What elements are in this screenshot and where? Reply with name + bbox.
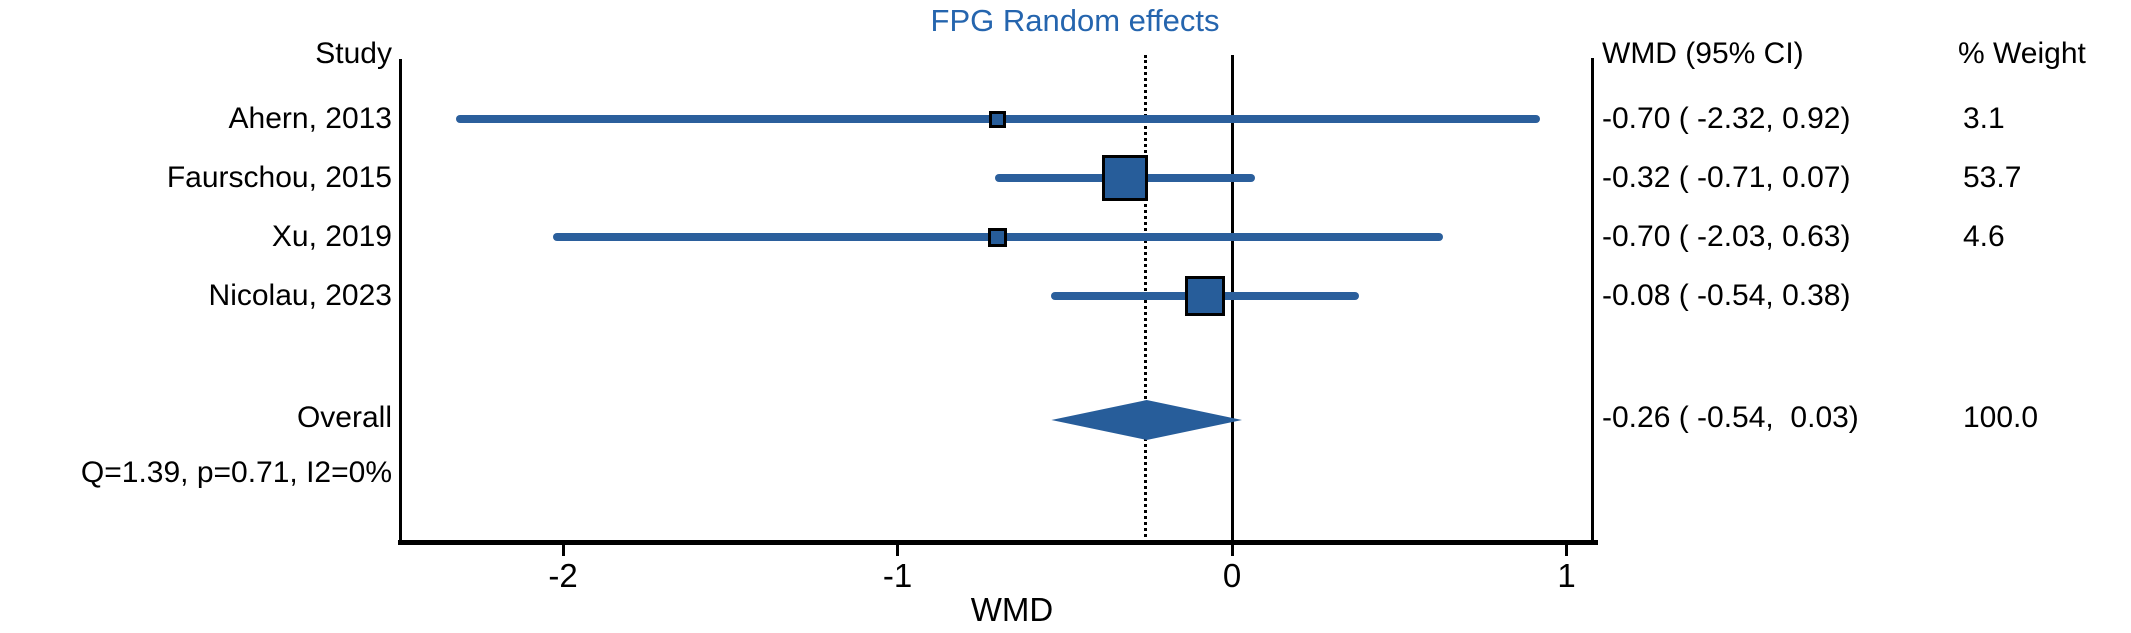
weight-column-header: % Weight (1958, 37, 2086, 70)
overall-label: Overall (296, 401, 392, 434)
study-column-header: Study (315, 37, 392, 70)
heterogeneity-stats: Q=1.39, p=0.71, I2=0% (80, 456, 392, 489)
plot-left-border (399, 59, 402, 544)
effect-value: -0.70 ( -2.03, 0.63) (1602, 220, 1851, 253)
axis-tick-label: -2 (548, 557, 578, 594)
effect-square (1101, 155, 1148, 201)
plot-right-border (1591, 58, 1594, 544)
axis-tick-mark (1230, 543, 1234, 556)
effect-square (1185, 276, 1226, 316)
axis-tick-label: 0 (1222, 557, 1242, 594)
plot-title: FPG Random effects (930, 3, 1220, 38)
effect-column-header: WMD (95% CI) (1602, 37, 1804, 70)
overall-weight-value: 100.0 (1963, 401, 2039, 434)
weight-value: 3.1 (1963, 102, 2005, 135)
axis-tick-label: -1 (882, 557, 913, 594)
study-label: Faurschou, 2015 (166, 161, 392, 194)
effect-value: -0.70 ( -2.32, 0.92) (1602, 102, 1851, 135)
effect-value: -0.08 ( -0.54, 0.38) (1602, 279, 1851, 312)
overall-effect-value: -0.26 ( -0.54, 0.03) (1602, 401, 1859, 434)
axis-tick-mark (1565, 543, 1568, 556)
weight-value: 4.6 (1963, 220, 2005, 253)
weight-value: 53.7 (1963, 161, 2022, 194)
study-label: Ahern, 2013 (228, 102, 392, 135)
effect-value: -0.32 ( -0.71, 0.07) (1602, 161, 1851, 194)
study-label: Nicolau, 2023 (208, 279, 392, 312)
x-axis-title: WMD (970, 591, 1054, 628)
effect-square (989, 110, 1007, 128)
study-label: Xu, 2019 (271, 220, 392, 253)
axis-tick-label: 1 (1557, 557, 1576, 594)
overall-diamond (1051, 400, 1243, 440)
axis-tick-mark (561, 543, 565, 556)
effect-square (988, 227, 1008, 247)
x-axis-line (398, 540, 1598, 545)
axis-tick-mark (896, 543, 899, 556)
